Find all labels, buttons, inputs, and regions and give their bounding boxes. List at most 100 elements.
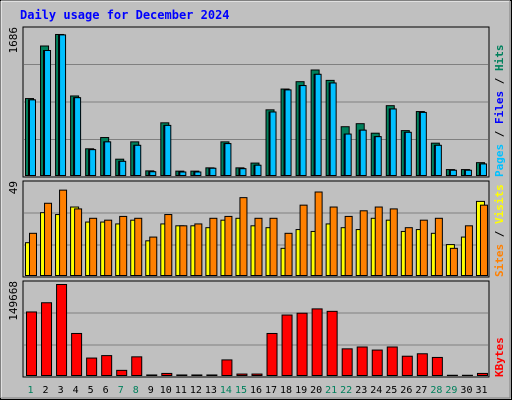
bar-kbytes xyxy=(131,356,143,377)
bar-sites xyxy=(449,247,458,276)
bar-pages xyxy=(299,85,307,176)
day-label: 15 xyxy=(235,385,247,396)
bar-sites xyxy=(389,208,398,276)
bar-sites xyxy=(284,232,293,277)
bar-sites xyxy=(104,219,113,276)
bar-sites xyxy=(329,206,338,276)
day-label: 5 xyxy=(88,385,94,396)
bar-sites xyxy=(359,210,368,277)
day-label: 29 xyxy=(445,385,457,396)
bar-kbytes xyxy=(146,374,158,376)
bar-pages xyxy=(404,131,412,177)
bar-kbytes xyxy=(236,373,248,377)
bar-sites xyxy=(134,217,143,276)
day-labels: 1 2 3 4 5 6 7 8 9 10 11 12 13 14 15 16 17 18 19 20 21 22 23 24 2… xyxy=(28,385,488,396)
day-label: 2 xyxy=(43,385,49,396)
bar-kbytes xyxy=(266,332,278,377)
day-label: 13 xyxy=(205,385,217,396)
day-label: 17 xyxy=(265,385,277,396)
day-label: 31 xyxy=(475,385,487,396)
bar-kbytes xyxy=(191,374,203,376)
bar-pages xyxy=(194,171,202,177)
bar-sites xyxy=(74,208,83,276)
bar-sites xyxy=(119,215,128,276)
bar-kbytes xyxy=(431,356,443,376)
bar-kbytes xyxy=(326,310,338,376)
bar-kbytes xyxy=(71,332,83,377)
bar-sites xyxy=(479,204,488,276)
day-label: 27 xyxy=(415,385,427,396)
bar-kbytes xyxy=(341,348,353,376)
bar-pages xyxy=(59,34,67,177)
bar-sites xyxy=(59,189,68,277)
legend-files: Files xyxy=(493,91,506,124)
bar-sites xyxy=(149,236,158,276)
bar-sites xyxy=(239,197,248,276)
bar-kbytes xyxy=(176,374,188,376)
bar-kbytes xyxy=(26,311,37,377)
day-label: 25 xyxy=(385,385,397,396)
bar-pages xyxy=(89,149,97,176)
bar-kbytes xyxy=(356,346,368,376)
day-label: 3 xyxy=(58,385,64,396)
bar-pages xyxy=(359,129,367,177)
bar-kbytes xyxy=(161,372,173,377)
bar-kbytes xyxy=(386,346,398,376)
day-label: 30 xyxy=(460,385,472,396)
day-label: 22 xyxy=(340,385,352,396)
bar-sites xyxy=(404,227,413,276)
bar-pages xyxy=(479,163,487,176)
day-label: 10 xyxy=(160,385,172,396)
bar-kbytes xyxy=(296,312,308,376)
bar-sites xyxy=(164,214,173,276)
legend-pages: Pages xyxy=(493,144,506,177)
hits-files-pages-legend: Pages / Files / Hits xyxy=(493,45,506,178)
bar-pages xyxy=(224,143,232,177)
day-label: 23 xyxy=(355,385,367,396)
legend-sep-1: / xyxy=(493,124,506,144)
bar-pages xyxy=(344,133,352,176)
day-label: 16 xyxy=(250,385,262,396)
bar-sites xyxy=(374,206,383,276)
bar-pages xyxy=(314,73,322,176)
legend-sep-2: / xyxy=(493,71,506,91)
bar-pages xyxy=(119,160,127,177)
day-label: 6 xyxy=(103,385,109,396)
bar-sites xyxy=(269,217,278,276)
bar-pages xyxy=(44,50,52,177)
hits-files-pages-panel xyxy=(22,26,490,178)
chart-title: Daily usage for December 2024 xyxy=(20,8,230,22)
visits-sites-panel xyxy=(22,180,490,278)
bar-kbytes xyxy=(86,357,98,376)
bar-pages xyxy=(149,171,157,176)
bar-sites xyxy=(314,191,323,277)
day-label: 8 xyxy=(133,385,139,396)
bar-pages xyxy=(254,164,262,176)
bar-pages xyxy=(284,89,292,176)
bar-pages xyxy=(464,169,472,176)
bar-pages xyxy=(29,99,36,176)
bar-kbytes xyxy=(281,314,293,376)
bar-pages xyxy=(389,108,397,176)
bar-sites xyxy=(344,215,353,276)
bar-pages xyxy=(449,169,457,176)
bar-kbytes xyxy=(116,369,128,376)
bar-kbytes xyxy=(311,308,323,376)
bar-sites xyxy=(419,219,428,276)
bar-sites xyxy=(254,217,263,276)
day-label: 26 xyxy=(400,385,412,396)
bar-pages xyxy=(239,168,247,176)
day-label: 9 xyxy=(148,385,154,396)
bar-pages xyxy=(419,111,427,176)
bar-pages xyxy=(269,111,277,176)
visits-sites-legend: Sites / Visits xyxy=(493,184,506,277)
bar-pages xyxy=(434,144,442,176)
bar-kbytes xyxy=(206,374,218,376)
day-label: 14 xyxy=(220,385,232,396)
legend-kbytes: KBytes xyxy=(493,337,506,377)
legend-sep-3: / xyxy=(493,224,506,244)
day-label: 21 xyxy=(325,385,337,396)
bar-sites xyxy=(179,225,188,276)
bar-sites xyxy=(434,217,443,276)
